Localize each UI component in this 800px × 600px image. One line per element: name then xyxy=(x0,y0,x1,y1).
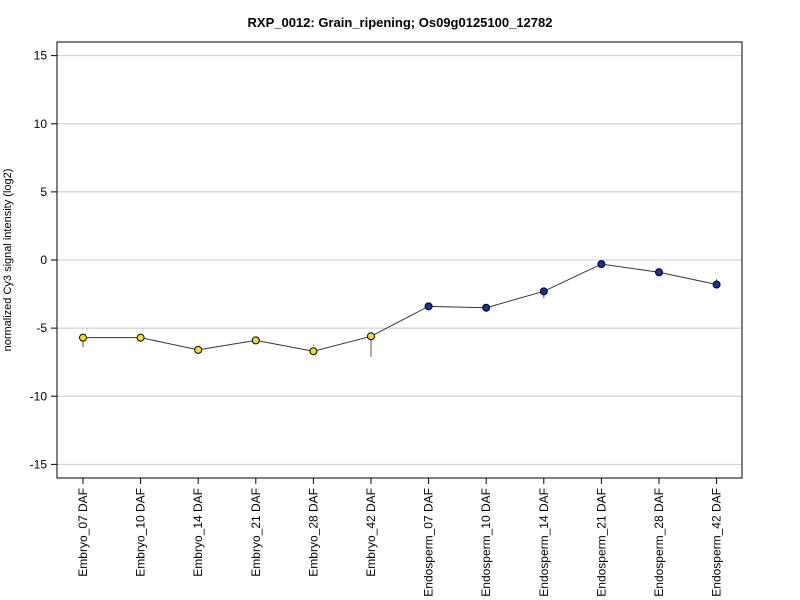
data-point xyxy=(539,287,548,296)
chart-title: RXP_0012: Grain_ripening; Os09g0125100_1… xyxy=(248,15,553,30)
x-tick-label: Embryo_10 DAF xyxy=(134,488,148,577)
x-tick-label: Endosperm_10 DAF xyxy=(479,488,493,597)
series-line xyxy=(83,263,717,352)
error-bars xyxy=(82,262,718,357)
x-tick-label: Embryo_14 DAF xyxy=(191,488,205,577)
data-point xyxy=(309,347,318,356)
plot-frame xyxy=(56,41,743,479)
data-point xyxy=(482,303,491,312)
x-tick-label: Endosperm_42 DAF xyxy=(710,488,724,597)
y-axis-label: normalized Cy3 signal intensity (log2) xyxy=(2,169,14,352)
grid-lines xyxy=(57,55,742,465)
y-tick-label: 10 xyxy=(34,117,48,131)
x-tick-label: Embryo_21 DAF xyxy=(249,488,263,577)
x-tick-label: Embryo_07 DAF xyxy=(76,488,90,577)
x-tick-label: Embryo_42 DAF xyxy=(364,488,378,577)
data-point xyxy=(424,302,433,311)
y-tick-label: -10 xyxy=(30,389,48,403)
data-point xyxy=(712,280,721,289)
data-point xyxy=(367,332,375,341)
data-point xyxy=(655,268,663,277)
data-point xyxy=(136,333,145,342)
x-axis-ticks: Embryo_07 DAF Embryo_10 DAF Embryo_14 DAF E… xyxy=(76,478,724,597)
x-tick-label: Endosperm_07 DAF xyxy=(422,488,436,597)
x-tick-label: Endosperm_28 DAF xyxy=(652,488,666,597)
x-tick-label: Endosperm_14 DAF xyxy=(537,488,551,597)
y-axis-ticks: 15 10 5 0 -5 -10 -15 xyxy=(30,49,57,471)
y-tick-label: 5 xyxy=(40,185,47,199)
x-tick-label: Embryo_28 DAF xyxy=(306,488,320,577)
y-tick-label: -15 xyxy=(30,457,48,471)
y-tick-label: -5 xyxy=(36,321,47,335)
x-tick-label: Endosperm_21 DAF xyxy=(594,488,608,597)
y-tick-label: 0 xyxy=(40,253,47,267)
data-point xyxy=(194,345,203,354)
data-points xyxy=(79,260,721,356)
y-tick-label: 15 xyxy=(34,49,48,63)
data-point xyxy=(597,260,606,269)
data-point xyxy=(79,333,87,342)
data-point xyxy=(251,336,260,345)
